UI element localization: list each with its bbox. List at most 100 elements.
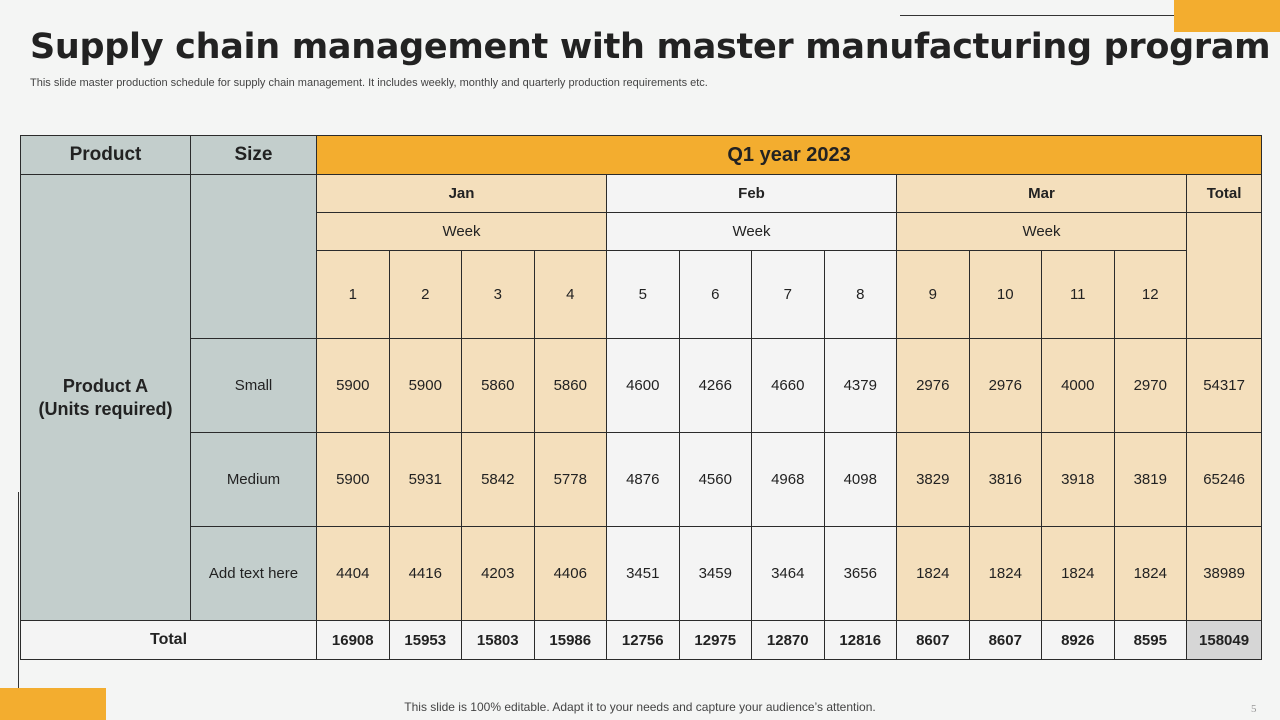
week-number-cell: 3 (461, 250, 535, 339)
value-cell: 5778 (533, 432, 607, 527)
header-total: Total (1185, 174, 1263, 213)
value-cell: 3656 (823, 526, 897, 621)
value-cell: 4203 (461, 526, 535, 621)
value-cell: 1824 (1041, 526, 1115, 621)
value-cell: 5931 (388, 432, 462, 527)
slide-footer: This slide is 100% editable. Adapt it to… (404, 700, 876, 714)
size-cell: Small (190, 338, 317, 433)
page-number: 5 (1251, 703, 1257, 715)
value-cell: 4560 (678, 432, 752, 527)
value-cell: 4876 (606, 432, 680, 527)
left-divider-line (18, 492, 19, 714)
table-row: Medium 5900 5931 5842 5778 4876 4560 4968 4098 38… (21, 432, 1263, 527)
top-divider-line (900, 15, 1210, 16)
table-row: Add text here 4404 4416 4203 4406 3451 3459 346… (21, 526, 1263, 621)
week-number-cell: 5 (606, 250, 680, 339)
column-total-cell: 8926 (1041, 620, 1115, 660)
week-number-cell: 2 (388, 250, 462, 339)
value-cell: 3451 (606, 526, 680, 621)
product-name: Product A (62, 375, 149, 396)
bottom-accent-bar (0, 688, 106, 720)
value-cell: 2970 (1113, 338, 1187, 433)
column-total-cell: 8607 (968, 620, 1042, 660)
week-label-row: Week Week Week (21, 212, 1263, 339)
total-blank-cell (1185, 212, 1263, 339)
value-cell: 4660 (751, 338, 825, 433)
column-total-cell: 15953 (388, 620, 462, 660)
size-cell: Add text here (190, 526, 317, 621)
row-total-cell: 54317 (1185, 338, 1263, 433)
product-a-cell: Product A (Units required) (20, 174, 191, 621)
value-cell: 4379 (823, 338, 897, 433)
value-cell: 3918 (1041, 432, 1115, 527)
week-label-feb: Week (606, 212, 897, 251)
table-row: Small 5900 5900 5860 5860 4600 4266 4660 4379 297… (21, 338, 1263, 433)
column-total-cell: 15803 (461, 620, 535, 660)
grand-total-cell: 158049 (1185, 620, 1263, 660)
totals-label: Total (20, 620, 317, 660)
value-cell: 5842 (461, 432, 535, 527)
week-number-cell: 10 (968, 250, 1042, 339)
column-total-cell: 12975 (678, 620, 752, 660)
top-accent-bar (1174, 0, 1280, 32)
value-cell: 2976 (968, 338, 1042, 433)
week-label-mar: Week (896, 212, 1187, 251)
week-number-cell: 9 (896, 250, 970, 339)
column-total-cell: 8595 (1113, 620, 1187, 660)
column-total-cell: 15986 (533, 620, 607, 660)
slide-subtitle: This slide master production schedule fo… (30, 77, 708, 89)
value-cell: 1824 (1113, 526, 1187, 621)
value-cell: 3464 (751, 526, 825, 621)
month-mar: Mar (896, 174, 1187, 213)
month-row: Product A (Units required) Jan Feb Mar T… (20, 174, 1263, 621)
size-blank-cell (190, 174, 317, 339)
value-cell: 4416 (388, 526, 462, 621)
month-feb: Feb (606, 174, 897, 213)
size-cell: Medium (190, 432, 317, 527)
row-total-cell: 38989 (1185, 526, 1263, 621)
week-number-cell: 7 (751, 250, 825, 339)
week-number-cell: 4 (533, 250, 607, 339)
column-total-cell: 16908 (316, 620, 390, 660)
week-number-cell: 11 (1041, 250, 1115, 339)
value-cell: 5900 (388, 338, 462, 433)
week-number-row: 1 2 3 4 5 6 7 8 9 10 11 12 (21, 250, 1262, 339)
value-cell: 4404 (316, 526, 390, 621)
value-cell: 3816 (968, 432, 1042, 527)
header-product: Product (20, 135, 191, 175)
value-cell: 5900 (316, 432, 390, 527)
value-cell: 4098 (823, 432, 897, 527)
week-number-cell: 6 (678, 250, 752, 339)
value-cell: 4600 (606, 338, 680, 433)
value-cell: 3819 (1113, 432, 1187, 527)
value-cell: 4000 (1041, 338, 1115, 433)
column-total-cell: 12870 (751, 620, 825, 660)
week-number-cell: 1 (316, 250, 390, 339)
value-cell: 5900 (316, 338, 390, 433)
totals-row: Total 16908 15953 15803 15986 12756 12975 12870… (20, 620, 1263, 660)
week-number-cell: 12 (1113, 250, 1187, 339)
value-cell: 4406 (533, 526, 607, 621)
column-total-cell: 12756 (606, 620, 680, 660)
week-number-cell: 8 (823, 250, 897, 339)
column-total-cell: 8607 (896, 620, 970, 660)
column-total-cell: 12816 (823, 620, 897, 660)
product-units-note: (Units required) (38, 398, 173, 419)
value-cell: 3459 (678, 526, 752, 621)
production-schedule-table: Product Size Q1 year 2023 Product A (Uni… (20, 135, 1263, 660)
value-cell: 2976 (896, 338, 970, 433)
header-quarter: Q1 year 2023 (315, 135, 1263, 175)
value-cell: 3829 (896, 432, 970, 527)
header-size: Size (190, 135, 317, 175)
value-cell: 4266 (678, 338, 752, 433)
value-cell: 1824 (896, 526, 970, 621)
slide-title: Supply chain management with master manu… (30, 27, 1271, 67)
row-total-cell: 65246 (1185, 432, 1263, 527)
header-row: Product Size Q1 year 2023 (20, 135, 1263, 175)
value-cell: 1824 (968, 526, 1042, 621)
value-cell: 4968 (751, 432, 825, 527)
value-cell: 5860 (461, 338, 535, 433)
month-jan: Jan (316, 174, 607, 213)
value-cell: 5860 (533, 338, 607, 433)
week-label-jan: Week (316, 212, 607, 251)
